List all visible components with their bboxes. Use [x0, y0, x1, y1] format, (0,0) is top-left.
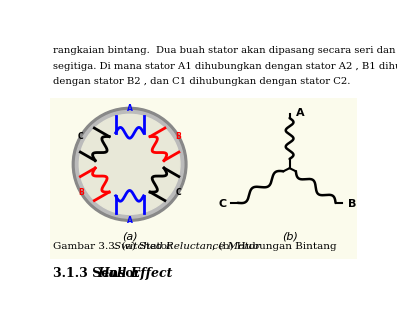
Text: 3.1.3 Sensor: 3.1.3 Sensor — [53, 267, 145, 280]
Text: (b): (b) — [282, 231, 297, 241]
Circle shape — [72, 107, 187, 221]
Text: A: A — [296, 108, 304, 118]
Text: A: A — [127, 216, 133, 225]
Text: Switched Reluctance Motor: Switched Reluctance Motor — [114, 242, 260, 251]
Text: Gambar 3.3. (a) Stator: Gambar 3.3. (a) Stator — [53, 242, 175, 251]
Text: (a): (a) — [122, 231, 137, 241]
Circle shape — [75, 111, 184, 218]
Text: B: B — [176, 132, 181, 141]
Text: C: C — [219, 199, 227, 209]
Text: , (b) Hubungan Bintang: , (b) Hubungan Bintang — [212, 242, 337, 251]
Text: segitiga. Di mana stator A1 dihubungkan dengan stator A2 , B1 dihubungkan: segitiga. Di mana stator A1 dihubungkan … — [53, 62, 397, 71]
Text: rangkaian bintang.  Dua buah stator akan dipasang secara seri dan membentuk: rangkaian bintang. Dua buah stator akan … — [53, 46, 397, 55]
Text: B: B — [348, 199, 357, 209]
Text: B: B — [78, 188, 83, 197]
Text: Hall Effect: Hall Effect — [98, 267, 173, 280]
Text: dengan stator B2 , dan C1 dihubungkan dengan stator C2.: dengan stator B2 , dan C1 dihubungkan de… — [53, 77, 350, 86]
Text: A: A — [127, 104, 133, 113]
Circle shape — [79, 114, 180, 214]
FancyBboxPatch shape — [50, 98, 357, 259]
Text: C: C — [78, 132, 83, 141]
Text: C: C — [176, 188, 181, 197]
